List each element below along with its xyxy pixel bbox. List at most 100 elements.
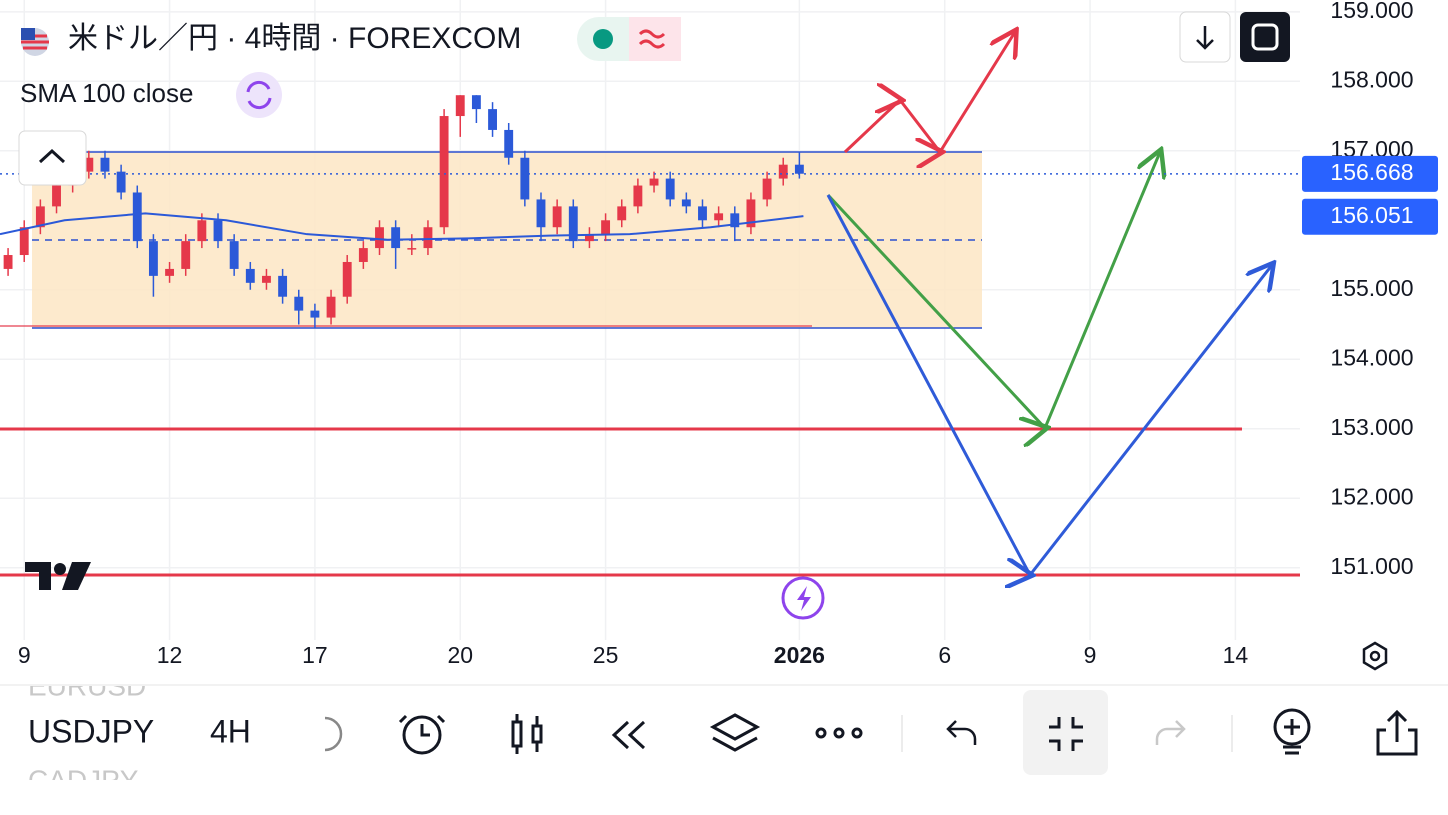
drawings: [0, 32, 1300, 575]
candle-body: [698, 206, 707, 221]
candle-body: [585, 234, 594, 242]
candle-body: [35, 206, 45, 228]
watchlist-item[interactable]: CADJPY: [28, 764, 139, 795]
refresh-icon: [246, 80, 272, 110]
candle-body: [471, 95, 481, 110]
candle-body: [213, 220, 223, 242]
candle-body: [746, 199, 756, 228]
candle-icon[interactable]: [511, 720, 523, 748]
candle-body: [358, 248, 368, 262]
candle-body: [536, 199, 546, 228]
alert-icon[interactable]: [402, 715, 442, 755]
share-icon[interactable]: [1376, 709, 1418, 756]
candle-body: [19, 227, 29, 256]
replay-icon[interactable]: [611, 720, 646, 750]
candle-body: [229, 241, 239, 269]
title: 米ドル／円 · 4時間 · FOREXCOM: [68, 22, 521, 55]
x-tick-label: 9: [1084, 642, 1097, 668]
compress-button[interactable]: [1023, 690, 1108, 775]
logo-part: [25, 562, 51, 590]
candle-body: [165, 268, 175, 276]
interval[interactable]: 4H: [210, 713, 251, 749]
settings-dot: [1369, 650, 1381, 662]
delay-icon: [638, 29, 666, 49]
flag-canton: [21, 28, 35, 40]
x-tick-label: 6: [938, 642, 951, 668]
candle-body: [455, 95, 465, 117]
y-tick-label: 154.000: [1330, 344, 1413, 370]
candle-body: [714, 213, 724, 221]
candle-body: [665, 178, 675, 200]
candle-body: [375, 227, 384, 249]
lightning: [797, 586, 811, 611]
x-tick-label: 25: [593, 642, 619, 668]
candle-body: [84, 157, 94, 172]
logo-part: [54, 563, 66, 575]
symbol[interactable]: USDJPY: [28, 713, 154, 749]
chevron-up: [38, 148, 66, 164]
candle-icon: [531, 724, 543, 744]
candle-body: [294, 296, 304, 311]
status-pill: [629, 17, 681, 61]
candle-body: [132, 192, 142, 242]
x-tick-label: 20: [447, 642, 473, 668]
candle-body: [197, 220, 207, 242]
candle-body: [278, 275, 288, 297]
price-badge-label: 156.668: [1330, 159, 1413, 185]
marks: [0, 95, 1300, 328]
undo-icon[interactable]: [946, 720, 977, 745]
candle-body: [391, 227, 401, 249]
candle-body: [730, 213, 740, 228]
compress-icon: [1049, 717, 1083, 751]
candle-body: [617, 206, 627, 221]
candle-body: [262, 275, 271, 283]
candle-body: [148, 241, 158, 276]
candle-wicks: [515, 714, 539, 754]
candle-body: [245, 268, 255, 283]
candle-body: [504, 129, 514, 158]
settings-icon[interactable]: [1362, 641, 1388, 671]
more-dot[interactable]: [815, 727, 827, 739]
fullscreen-button[interactable]: [1240, 12, 1290, 62]
y-tick-label: 158.000: [1330, 66, 1413, 92]
watchlist: EURUSD CADJPY: [28, 670, 146, 795]
candle-body: [423, 227, 433, 249]
indicator-legend: SMA 100 close: [20, 78, 193, 108]
axes: 159.000158.000157.000155.000154.000153.0…: [18, 0, 1438, 668]
redo-icon[interactable]: [1155, 720, 1186, 745]
down-arrow: [1196, 26, 1214, 50]
price-badge: [1302, 155, 1438, 192]
candle-body: [439, 116, 449, 228]
candle-body: [407, 248, 417, 250]
layers-icon[interactable]: [709, 713, 761, 752]
add-icon[interactable]: [1273, 708, 1311, 746]
y-tick-label: 159.000: [1330, 0, 1413, 23]
more-dot: [833, 727, 845, 739]
logo-part: [62, 562, 91, 590]
candle-body: [762, 178, 772, 200]
indicator-button[interactable]: [236, 72, 282, 118]
candle-body: [601, 220, 611, 235]
y-tick-label: 151.000: [1330, 553, 1413, 579]
candle-body: [326, 296, 336, 318]
add-icon-lines: [1283, 719, 1301, 755]
sma-line: [0, 212, 804, 241]
candle-body: [310, 310, 320, 318]
candle-body: [681, 199, 691, 207]
price-badge-label: 156.051: [1330, 202, 1413, 228]
arrow-blue: [826, 194, 1272, 575]
chart-type-partial[interactable]: [324, 716, 343, 752]
candle-body: [488, 109, 497, 130]
y-tick-label: 152.000: [1330, 483, 1413, 509]
fullscreen-icon: [1251, 23, 1279, 51]
alert-hands: [398, 714, 446, 737]
x-tick-label: 9: [18, 642, 31, 668]
candle-body: [649, 178, 659, 186]
tv-logo: [25, 562, 91, 590]
y-tick-label: 153.000: [1330, 414, 1413, 440]
candle-body: [568, 206, 578, 242]
watchlist-item[interactable]: EURUSD: [28, 670, 146, 701]
more-dot: [851, 727, 863, 739]
collapse-button[interactable]: [18, 130, 87, 186]
candle-body: [633, 185, 643, 207]
